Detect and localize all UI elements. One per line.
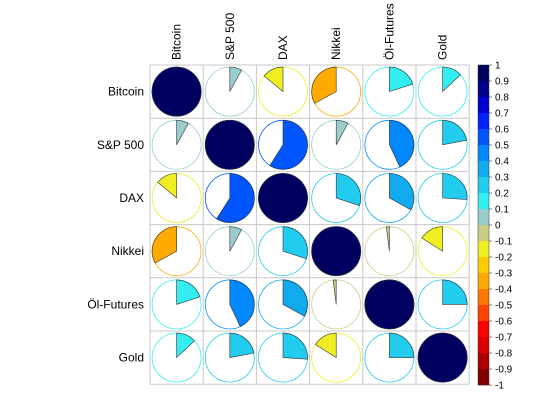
pie-slice (229, 66, 243, 92)
pie-slice (332, 279, 337, 305)
pie-slice (442, 173, 468, 200)
pie-slice (282, 332, 308, 360)
pie-slice (311, 226, 362, 276)
pie-slice (442, 119, 468, 146)
pie-slice (229, 279, 255, 327)
row-labels: Bitcoin S&P 500 DAX Nikkei Öl-Futures Gold (87, 85, 144, 365)
colorbar-segment (478, 257, 489, 274)
colorbar-segment (478, 321, 489, 338)
colorbar-tick-label: -0.4 (495, 285, 513, 296)
colorbar: 1 0.9 0.8 0.7 0.6 0.5 0.4 0.3 0.2 0.1 0 -0.1 -0.2 -0.… (477, 61, 513, 392)
row-label: Öl-Futures (87, 297, 144, 311)
colorbar-tick-label: 0.1 (495, 205, 509, 216)
pie-slice (315, 332, 337, 359)
column-label: Bitcoin (170, 24, 184, 60)
pie-slice (385, 226, 390, 252)
pie-slice (151, 226, 177, 264)
column-label: Öl-Futures (382, 3, 396, 60)
colorbar-segment (478, 337, 489, 354)
pie-slice (442, 66, 461, 93)
plot-area (149, 64, 470, 385)
pie-slice (157, 173, 177, 199)
colorbar-tick-label: -0.5 (495, 301, 513, 312)
colorbar-tick-label: -1 (495, 381, 504, 392)
pie-slice (389, 119, 415, 168)
pie-slice (176, 119, 189, 145)
pie-slice (151, 66, 202, 117)
colorbar-segment (478, 289, 489, 306)
colorbar-segment (478, 353, 489, 370)
colorbar-tick-label: 0 (495, 221, 501, 232)
colorbar-tick-label: -0.7 (495, 333, 513, 344)
row-label: Nikkei (111, 244, 144, 258)
pie-slice (205, 120, 255, 170)
colorbar-tick-label: -0.8 (495, 349, 513, 360)
colorbar-segment (478, 65, 489, 82)
colorbar-tick-label: -0.1 (495, 237, 513, 248)
colorbar-segment (478, 273, 489, 290)
row-label: S&P 500 (97, 138, 144, 152)
colorbar-segment (478, 225, 489, 242)
colorbar-segment (478, 129, 489, 146)
colorbar-tick-label: 0.3 (495, 173, 509, 184)
colorbar-segment (478, 97, 489, 114)
colorbar-segment (478, 193, 489, 210)
colorbar-tick-label: 0.9 (495, 77, 509, 88)
colorbar-tick-label: 0.7 (495, 109, 509, 120)
pie-slice (389, 66, 414, 93)
colorbar-tick-label: 1 (495, 61, 501, 72)
pie-slice (417, 332, 468, 383)
pie-slice (263, 66, 284, 93)
colorbar-segment (478, 241, 489, 258)
row-label: Gold (119, 351, 144, 365)
pie-slice (176, 279, 201, 305)
column-label: DAX (276, 35, 290, 60)
pie-slice (282, 226, 308, 260)
row-label: Bitcoin (108, 85, 144, 99)
row-label: DAX (119, 191, 144, 205)
pie-slice (335, 173, 361, 206)
pie-slice (442, 279, 468, 305)
pie-slice (311, 66, 337, 104)
pie-slice (282, 279, 308, 317)
pie-slice (389, 332, 415, 358)
column-labels: Bitcoin S&P 500 DAX Nikkei Öl-Futures Gold (170, 3, 450, 60)
pie-slice (364, 279, 415, 330)
pie-slice (176, 332, 195, 359)
colorbar-segment (478, 209, 489, 226)
colorbar-tick-label: -0.9 (495, 365, 513, 376)
colorbar-tick-label: -0.6 (495, 317, 513, 328)
colorbar-tick-label: 0.8 (495, 93, 509, 104)
column-label: Nikkei (329, 27, 343, 60)
colorbar-tick-label: 0.4 (495, 157, 509, 168)
colorbar-tick-label: 0.5 (495, 141, 509, 152)
colorbar-segment (478, 369, 489, 386)
pie-slice (229, 226, 243, 252)
colorbar-tick-label: 0.6 (495, 125, 509, 136)
pie-slice (216, 173, 255, 223)
colorbar-tick-label: -0.3 (495, 269, 513, 280)
pie-slice (389, 173, 415, 211)
pie-slice (421, 226, 443, 252)
column-label: S&P 500 (223, 13, 237, 60)
colorbar-segment (478, 305, 489, 322)
pie-slice (258, 173, 308, 223)
colorbar-segment (478, 161, 489, 178)
colorbar-segment (478, 145, 489, 162)
colorbar-tick-label: -0.2 (495, 253, 513, 264)
colorbar-segment (478, 81, 489, 98)
colorbar-segment (478, 113, 489, 130)
column-label: Gold (436, 35, 450, 60)
colorbar-tick-label: 0.2 (495, 189, 509, 200)
colorbar-segment (478, 177, 489, 194)
pie-slice (229, 332, 255, 358)
pie-slice (335, 119, 349, 145)
pie-slice (269, 119, 308, 170)
